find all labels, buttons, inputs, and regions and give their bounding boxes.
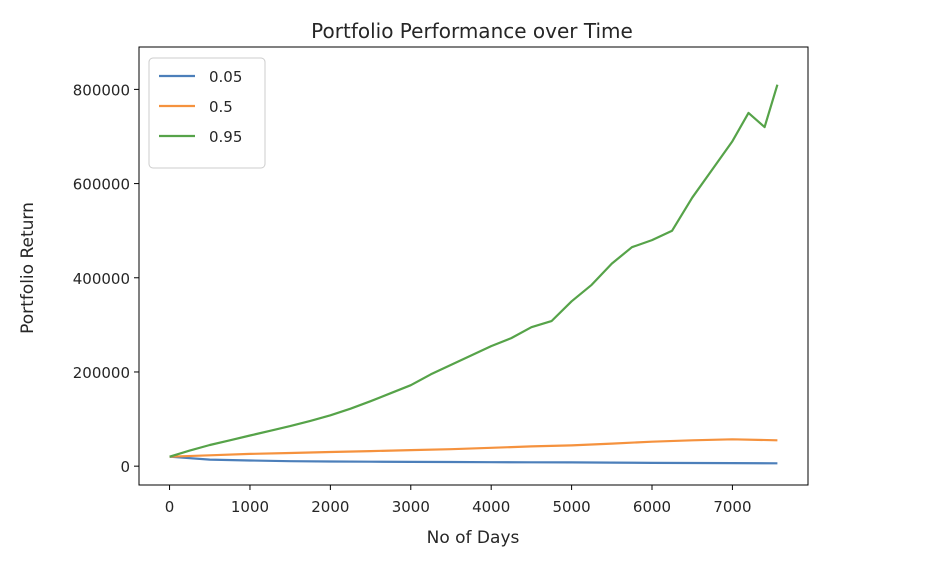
x-tick-label: 7000 [713,498,751,516]
x-axis-label: No of Days [427,528,520,548]
x-tick-label: 4000 [472,498,510,516]
legend-box [148,57,266,169]
x-tick-label: 6000 [633,498,671,516]
series-line-0 [169,455,778,465]
x-tick-label: 1000 [231,498,269,516]
x-ticks: 0 1000 2000 3000 4000 5000 6000 7000 [165,485,752,516]
legend-label: 0.5 [209,98,233,116]
plot-lines [169,84,779,465]
legend: 0.05 0.5 0.95 [148,57,266,169]
y-tick-label: 600000 [73,176,130,194]
x-tick-label: 3000 [392,498,430,516]
y-ticks: 0 200000 400000 600000 800000 [73,81,139,476]
legend-label: 0.05 [209,68,242,86]
plot-frame [138,46,809,486]
y-tick-label: 800000 [73,81,130,99]
legend-label: 0.95 [209,128,242,146]
x-tick-label: 2000 [311,498,349,516]
y-axis-label: Portfolio Return [18,202,38,334]
y-tick-label: 400000 [73,270,130,288]
x-tick-label: 0 [165,498,175,516]
y-tick-label: 0 [120,458,130,476]
y-tick-label: 200000 [73,364,130,382]
chart-title: Portfolio Performance over Time [311,19,633,43]
x-tick-label: 5000 [553,498,591,516]
series-line-2 [169,84,779,458]
series-line-1 [169,438,778,458]
